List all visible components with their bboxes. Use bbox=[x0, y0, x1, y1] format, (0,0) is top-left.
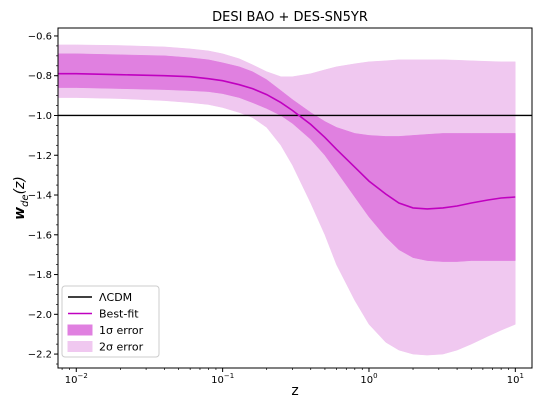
y-tick-label: −1.0 bbox=[28, 111, 52, 122]
legend-frame bbox=[61, 285, 160, 358]
bestfit-layer bbox=[58, 72, 516, 210]
y-tick-label: −1.6 bbox=[28, 230, 52, 241]
plot-area bbox=[57, 44, 532, 356]
plot-frame bbox=[57, 27, 533, 369]
y-tick-label: −1.4 bbox=[28, 191, 52, 202]
legend-label: ΛCDM bbox=[99, 291, 132, 304]
x-axis-label: z bbox=[291, 383, 298, 399]
y-tick-label: −1.8 bbox=[28, 270, 52, 281]
y-tick-label: −0.8 bbox=[28, 71, 52, 82]
bestfit-line bbox=[58, 72, 516, 210]
y-tick-label: −0.6 bbox=[28, 31, 52, 42]
band-1sigma bbox=[57, 53, 516, 262]
y-axis-label-sub: de bbox=[20, 194, 31, 207]
band-2sigma-layer bbox=[57, 44, 516, 356]
legend-swatch bbox=[67, 341, 93, 352]
legend-label: Best-fit bbox=[99, 308, 139, 321]
chart-title: DESI BAO + DES-SN5YR bbox=[212, 10, 368, 25]
band-1sigma-layer bbox=[57, 53, 516, 262]
x-tick-label: 10−1 bbox=[211, 372, 234, 386]
svg-text:wde(z): wde(z) bbox=[12, 176, 31, 220]
y-axis-label-w: w bbox=[12, 207, 28, 220]
band-2sigma bbox=[57, 44, 516, 356]
legend-swatch bbox=[67, 324, 93, 336]
y-tick-label: −1.2 bbox=[28, 151, 52, 162]
x-tick-label: 10−2 bbox=[65, 372, 88, 386]
y-axis: −0.6 −0.8 −1.0 −1.2 −1.4 −1.6 −1.8 −2.0 −2.2 bbox=[28, 31, 58, 365]
y-tick-label: −2.0 bbox=[28, 310, 52, 321]
y-axis-label-arg: (z) bbox=[12, 176, 28, 194]
x-tick-label: 100 bbox=[360, 372, 377, 386]
legend-label: 1σ error bbox=[99, 324, 144, 337]
y-tick-label: −2.2 bbox=[28, 350, 52, 361]
y-axis-label: wde(z) bbox=[12, 176, 31, 220]
legend: ΛCDM Best-fit 1σ error 2σ error bbox=[61, 285, 160, 358]
legend-label: 2σ error bbox=[99, 341, 144, 354]
x-axis: 10−2 10−1 100 101 bbox=[61, 368, 524, 386]
x-tick-label: 101 bbox=[507, 372, 524, 386]
